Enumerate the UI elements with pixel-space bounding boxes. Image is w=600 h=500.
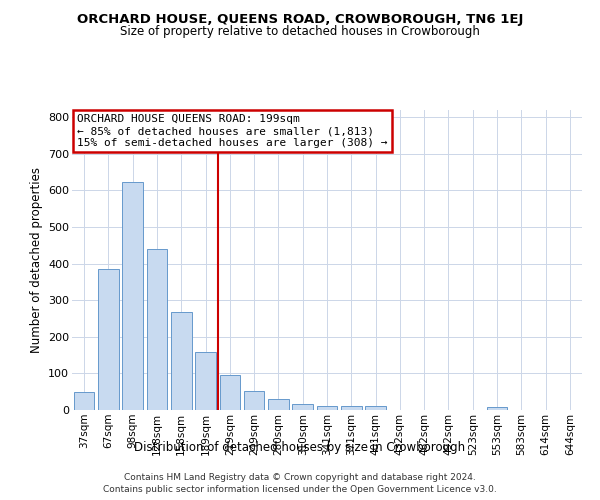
Bar [122, 182, 143, 410]
Y-axis label: Number of detached properties: Number of detached properties [29, 167, 43, 353]
Text: ORCHARD HOUSE, QUEENS ROAD, CROWBOROUGH, TN6 1EJ: ORCHARD HOUSE, QUEENS ROAD, CROWBOROUGH,… [77, 12, 523, 26]
Bar [487, 408, 508, 410]
Text: Distribution of detached houses by size in Crowborough: Distribution of detached houses by size … [134, 441, 466, 454]
Bar [268, 398, 289, 410]
Bar [74, 392, 94, 410]
Bar [341, 406, 362, 410]
Text: Contains public sector information licensed under the Open Government Licence v3: Contains public sector information licen… [103, 484, 497, 494]
Text: Contains HM Land Registry data © Crown copyright and database right 2024.: Contains HM Land Registry data © Crown c… [124, 473, 476, 482]
Text: ORCHARD HOUSE QUEENS ROAD: 199sqm
← 85% of detached houses are smaller (1,813)
1: ORCHARD HOUSE QUEENS ROAD: 199sqm ← 85% … [77, 114, 388, 148]
Bar [365, 406, 386, 410]
Bar [244, 392, 265, 410]
Text: Size of property relative to detached houses in Crowborough: Size of property relative to detached ho… [120, 25, 480, 38]
Bar [292, 404, 313, 410]
Bar [317, 406, 337, 410]
Bar [220, 375, 240, 410]
Bar [98, 269, 119, 410]
Bar [171, 312, 191, 410]
Bar [195, 352, 216, 410]
Bar [146, 249, 167, 410]
